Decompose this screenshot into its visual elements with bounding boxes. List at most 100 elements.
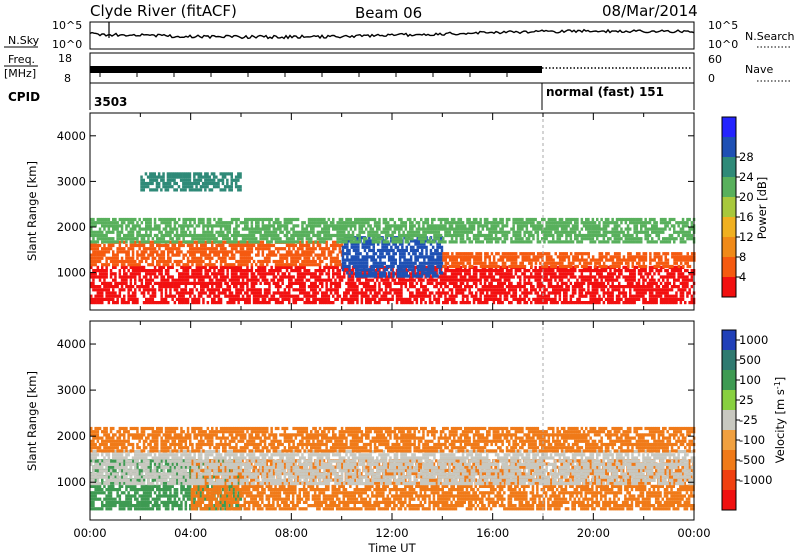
- data-cell: [270, 250, 273, 254]
- data-cell: [554, 264, 557, 269]
- data-cell: [358, 281, 361, 285]
- data-cell: [466, 278, 469, 282]
- cpid-panel: CPID 3503 normal (fast) 151: [8, 83, 695, 110]
- data-cell: [523, 285, 526, 289]
- data-cell: [329, 233, 333, 238]
- data-cell: [450, 217, 454, 222]
- data-cell: [360, 272, 364, 276]
- data-cell: [503, 252, 507, 256]
- data-cell: [147, 227, 150, 231]
- data-cell: [450, 272, 454, 276]
- data-cell: [327, 269, 331, 273]
- data-cell: [582, 269, 586, 273]
- data-cell: [145, 285, 148, 289]
- data-cell: [213, 297, 216, 301]
- data-cell: [294, 240, 298, 244]
- data-cell: [378, 297, 381, 301]
- data-cell: [424, 301, 427, 305]
- data-cell: [193, 259, 196, 264]
- data-cell: [156, 259, 159, 264]
- data-cell: [455, 278, 458, 282]
- data-cell: [96, 237, 100, 241]
- data-cell: [134, 301, 137, 305]
- data-cell: [554, 261, 557, 265]
- data-cell: [145, 288, 148, 292]
- data-cell: [398, 264, 402, 269]
- data-cell: [153, 294, 157, 298]
- data-cell: [690, 275, 694, 279]
- data-cell: [413, 224, 416, 228]
- data-cell: [123, 263, 126, 267]
- data-cell: [252, 217, 256, 222]
- data-cell: [112, 217, 115, 222]
- data-cell: [191, 269, 194, 273]
- data-cell: [281, 297, 284, 301]
- data-cell: [356, 288, 359, 292]
- data-cell: [156, 243, 159, 248]
- data-cell: [648, 288, 652, 292]
- data-cell: [638, 261, 641, 265]
- data-cell: [263, 301, 267, 305]
- data-cell: [180, 297, 183, 301]
- data-cell: [90, 227, 93, 231]
- data-cell: [215, 288, 218, 292]
- data-cell: [605, 255, 608, 259]
- data-cell: [224, 263, 227, 267]
- data-cell: [202, 250, 205, 254]
- data-cell: [580, 252, 584, 256]
- data-cell: [131, 250, 135, 254]
- nave-label: Nave: [745, 63, 773, 76]
- data-cell: [651, 281, 654, 285]
- data-cell: [189, 247, 192, 251]
- data-cell: [164, 301, 168, 305]
- data-cell: [649, 255, 652, 259]
- data-cell: [677, 288, 680, 292]
- data-cell: [481, 240, 485, 244]
- data-cell: [455, 237, 458, 241]
- data-cell: [684, 261, 687, 265]
- data-cell: [395, 294, 399, 298]
- data-cell: [138, 243, 141, 248]
- data-cell: [371, 240, 375, 244]
- data-cell: [420, 248, 424, 253]
- data-cell: [468, 240, 471, 244]
- data-cell: [327, 230, 331, 234]
- data-cell: [184, 265, 188, 269]
- data-cell: [299, 297, 302, 301]
- data-cell: [162, 265, 166, 269]
- data-cell: [681, 278, 685, 282]
- data-cell: [109, 243, 113, 248]
- data-cell: [138, 227, 141, 231]
- data-cell: [401, 261, 404, 265]
- data-cell: [670, 269, 674, 273]
- data-cell: [103, 288, 106, 292]
- data-cell: [147, 233, 150, 238]
- data-cell: [392, 242, 395, 246]
- data-cell: [129, 221, 133, 225]
- data-cell: [503, 291, 507, 295]
- data-cell: [400, 240, 403, 244]
- data-cell: [404, 221, 408, 225]
- data-cell: [505, 269, 509, 273]
- data-cell: [171, 275, 174, 279]
- data-cell: [90, 253, 93, 257]
- data-cell: [400, 291, 403, 295]
- data-cell: [357, 264, 360, 269]
- data-cell: [323, 233, 326, 238]
- data-cell: [444, 230, 447, 234]
- data-cell: [347, 237, 350, 241]
- data-cell: [466, 272, 469, 276]
- data-cell: [105, 233, 108, 238]
- data-cell: [640, 269, 643, 273]
- data-cell: [162, 301, 166, 305]
- data-cell: [346, 245, 349, 249]
- data-cell: [92, 230, 95, 234]
- data-cell: [427, 268, 430, 272]
- data-cell: [362, 291, 366, 295]
- data-cell: [340, 243, 344, 248]
- data-cell: [312, 259, 315, 264]
- data-cell: [398, 258, 402, 262]
- data-cell: [235, 281, 238, 285]
- data-cell: [438, 258, 441, 262]
- data-cell: [475, 252, 478, 256]
